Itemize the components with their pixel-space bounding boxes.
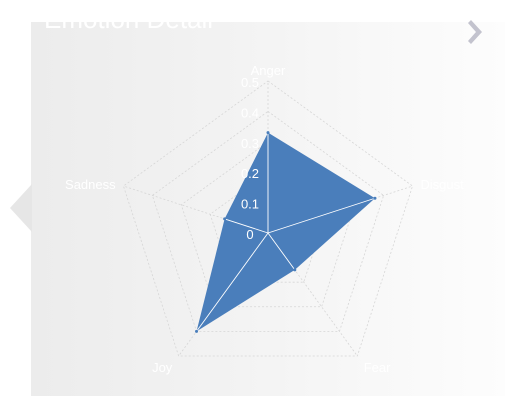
grid-ring: [209, 171, 327, 283]
series-spoke: [196, 232, 269, 332]
chevron-left-icon: [10, 184, 32, 232]
radial-tick-labels: 0 0.1 0.2 0.3 0.4 0.5: [241, 75, 259, 242]
radial-tick-label: 0.3: [241, 136, 259, 151]
data-point-joy: [195, 329, 199, 333]
series-area: [196, 132, 375, 332]
series-spoke: [267, 232, 296, 271]
data-point-anger: [266, 131, 270, 135]
radial-tick-label: 0: [246, 227, 253, 242]
data-point-sadness: [223, 217, 227, 221]
axis-label-joy: Joy: [152, 360, 173, 375]
axis-labels: Anger Disgust Fear Joy Sadness: [65, 63, 464, 375]
next-button[interactable]: [462, 19, 488, 47]
axis-label-fear: Fear: [364, 360, 391, 375]
radial-tick-label: 0.1: [241, 197, 259, 212]
data-point-disgust: [373, 196, 377, 200]
grid-ring: [151, 110, 385, 332]
series-spoke: [267, 197, 376, 234]
previous-button[interactable]: [8, 184, 32, 232]
page-title: Emotion Detail: [44, 4, 214, 34]
data-point-fear: [293, 268, 297, 272]
radar-series: [195, 131, 377, 333]
chevron-right-icon: [468, 20, 482, 44]
radial-tick-label: 0.4: [241, 105, 259, 120]
axis-label-disgust: Disgust: [420, 177, 464, 192]
radial-tick-label: 0.5: [241, 75, 259, 90]
grid-ring: [122, 80, 414, 357]
radial-tick-label: 0.2: [241, 166, 259, 181]
axis-label-anger: Anger: [251, 63, 286, 78]
series-spoke: [224, 218, 269, 234]
axis-label-sadness: Sadness: [65, 177, 116, 192]
